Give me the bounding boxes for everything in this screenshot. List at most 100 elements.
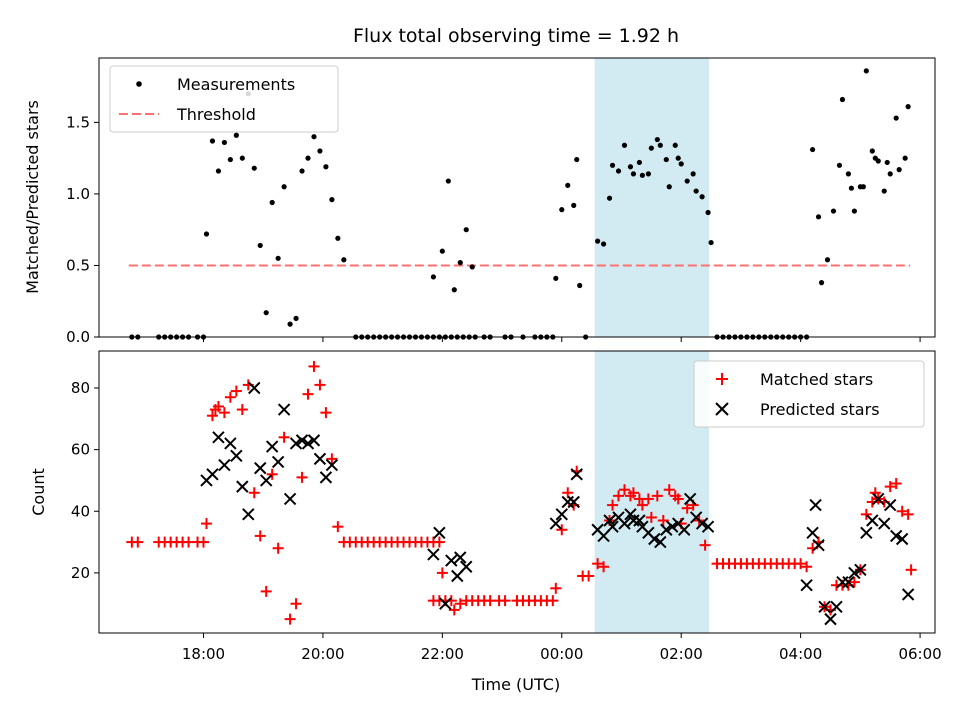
legend-dot-marker: [136, 81, 142, 87]
predicted-star-marker: [895, 532, 909, 546]
predicted-star-marker: [618, 517, 631, 530]
measurement-point: [469, 264, 475, 270]
matched-star-marker: [302, 388, 314, 400]
top-legend-box: [109, 65, 339, 133]
bottom-y-tick-label: 20: [71, 564, 90, 582]
bottom-legend-box: [693, 360, 925, 428]
top-legend: Measurements Threshold: [109, 65, 339, 133]
matched-star-marker: [598, 561, 610, 573]
matched-star-marker: [905, 564, 917, 576]
x-tick-label: 18:00: [182, 645, 225, 663]
matched-star-marker: [547, 595, 559, 607]
matched-star-marker: [556, 524, 568, 536]
predicted-star-marker: [289, 437, 303, 450]
predicted-star-marker: [236, 480, 249, 493]
measurement-point: [323, 164, 329, 170]
measurement-point: [887, 171, 893, 177]
matched-star-marker: [651, 490, 663, 502]
predicted-star-marker: [654, 535, 667, 549]
matched-star-marker: [860, 508, 872, 520]
top-y-tick-label: 1.0: [66, 185, 90, 203]
predicted-star-marker: [866, 514, 879, 527]
measurement-point: [553, 275, 559, 281]
measurement-point: [269, 199, 275, 206]
legend-label-predicted-stars: Predicted stars: [760, 400, 880, 419]
measurement-point: [233, 132, 239, 138]
matched-star-marker: [613, 490, 625, 502]
matched-star-marker: [795, 558, 807, 570]
predicted-star-marker: [313, 452, 327, 466]
bottom-y-tick-label: 60: [71, 441, 90, 459]
predicted-star-marker: [695, 517, 709, 530]
matched-star-marker: [562, 487, 574, 499]
matched-star-marker: [320, 407, 332, 419]
measurement-point: [902, 155, 908, 161]
chart-title: Flux total observing time = 1.92 h: [353, 25, 679, 47]
legend-plus-marker: [716, 373, 728, 385]
predicted-star-marker: [555, 508, 568, 521]
predicted-star-marker: [901, 588, 915, 601]
measurement-point: [263, 310, 269, 316]
measurement-point: [609, 162, 616, 168]
matched-star-marker: [260, 585, 272, 597]
measurement-point: [311, 134, 317, 140]
matched-star-marker: [896, 505, 908, 517]
matched-star-marker: [272, 542, 284, 554]
predicted-star-marker: [624, 508, 637, 521]
measurement-point: [439, 248, 445, 254]
matched-star-marker: [583, 570, 595, 582]
matched-star-marker: [314, 379, 326, 391]
predicted-star-marker: [259, 474, 273, 487]
matched-star-marker: [200, 518, 212, 530]
predicted-star-marker: [242, 508, 255, 521]
top-x-tick-marks: [203, 337, 921, 342]
predicted-star-marker: [824, 612, 837, 626]
predicted-star-marker: [570, 468, 583, 481]
measurement-point: [639, 172, 646, 178]
measurement-point: [863, 68, 869, 74]
matched-stars-points: [126, 360, 917, 625]
measurement-point: [848, 185, 855, 191]
predicted-star-marker: [433, 526, 446, 540]
predicted-star-marker: [454, 551, 467, 564]
measurement-point: [693, 188, 699, 194]
predicted-star-marker: [830, 600, 843, 614]
measurement-point: [317, 148, 323, 154]
measurement-point: [699, 194, 705, 200]
matched-star-marker: [848, 576, 860, 588]
matched-star-marker: [296, 471, 308, 483]
bottom-y-label: Count: [29, 468, 48, 516]
matched-star-marker: [499, 595, 511, 607]
matched-star-marker: [657, 515, 669, 527]
measurement-point: [275, 255, 281, 261]
bottom-y-tick-label: 80: [71, 379, 90, 397]
matched-star-marker: [436, 567, 448, 579]
matched-star-marker: [448, 604, 460, 616]
measurement-point: [851, 208, 857, 214]
matched-star-marker: [699, 539, 711, 551]
measurement-point: [678, 161, 684, 167]
measurement-point: [666, 184, 672, 190]
x-tick-label: 06:00: [898, 645, 941, 663]
predicted-star-marker: [818, 600, 831, 614]
measurement-point: [818, 280, 825, 286]
predicted-star-marker: [218, 458, 231, 472]
matched-star-marker: [236, 404, 248, 416]
measurement-point: [905, 104, 911, 110]
predicted-star-marker: [860, 526, 873, 540]
matched-star-marker: [326, 453, 338, 465]
predicted-star-marker: [319, 471, 333, 484]
predicted-star-marker: [848, 566, 861, 580]
measurement-point: [881, 188, 887, 194]
predicted-star-marker: [683, 492, 697, 506]
predicted-star-marker: [648, 532, 661, 546]
x-tick-label: 22:00: [421, 645, 464, 663]
measurement-point: [281, 184, 287, 190]
predicted-star-marker: [460, 560, 473, 573]
measurement-point: [451, 287, 457, 293]
predicted-star-marker: [854, 563, 867, 577]
predicted-star-marker: [878, 517, 891, 530]
predicted-star-marker: [230, 449, 243, 462]
matched-star-marker: [636, 499, 648, 511]
